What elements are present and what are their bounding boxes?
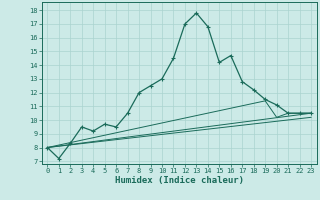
X-axis label: Humidex (Indice chaleur): Humidex (Indice chaleur): [115, 176, 244, 185]
